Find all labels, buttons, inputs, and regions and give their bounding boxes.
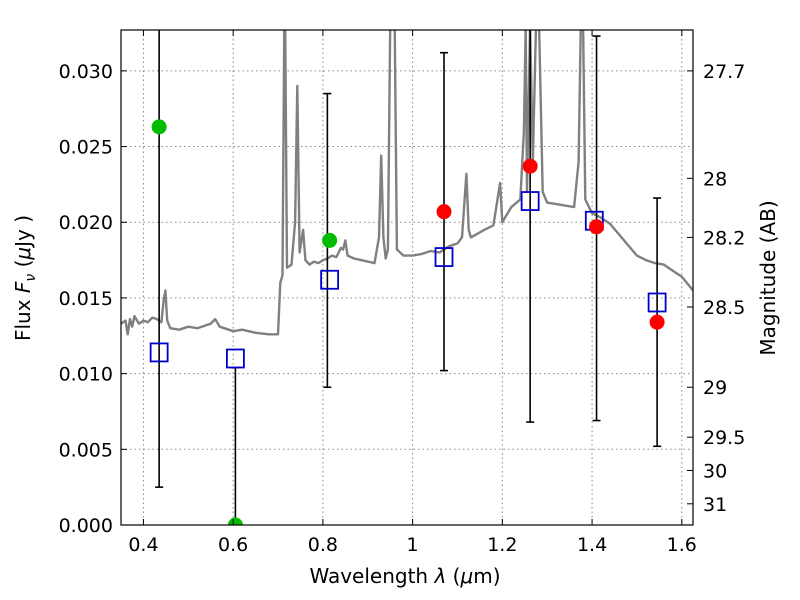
y2-tick-label: 28 bbox=[703, 168, 727, 190]
x-axis-label: Wavelength λ (μm) bbox=[309, 564, 500, 588]
y-tick-label: 0.010 bbox=[59, 364, 113, 386]
y-tick-label: 0.005 bbox=[59, 439, 113, 461]
y2-tick-label: 29.5 bbox=[703, 427, 745, 449]
observed-circle-point bbox=[649, 314, 665, 330]
model-square-point bbox=[320, 269, 340, 290]
y-tick-label: 0.020 bbox=[59, 212, 113, 234]
x-tick-label: 1 bbox=[407, 534, 419, 556]
observed-circle-point bbox=[151, 119, 167, 135]
x-tick-label: 0.8 bbox=[308, 534, 338, 556]
y2-axis-label: Magnitude (AB) bbox=[756, 200, 780, 355]
x-tick-label: 1.6 bbox=[667, 534, 697, 556]
y-tick-label: 0.025 bbox=[59, 137, 113, 159]
observed-circle-point bbox=[522, 158, 538, 174]
plot-frame bbox=[120, 29, 694, 526]
grid-lines bbox=[121, 30, 693, 526]
x-tick-label: 0.6 bbox=[218, 534, 248, 556]
axes: 0.4 0.6 0.8 1 1.2 1.4 1.6 0.000 0.005 0.010 0.015 0… bbox=[59, 30, 745, 556]
observed-circle-point bbox=[227, 517, 243, 525]
model-square-point bbox=[149, 342, 169, 363]
model-square-point bbox=[647, 292, 667, 313]
model-square-point bbox=[434, 247, 454, 267]
y-tick-label: 0.000 bbox=[59, 515, 113, 537]
y-axis-label: Flux Fν (μJy ) bbox=[11, 215, 39, 341]
x-tick-label: 1.2 bbox=[487, 534, 517, 556]
x-tick-label: 1.4 bbox=[577, 534, 607, 556]
y2-tick-label: 30 bbox=[703, 461, 727, 483]
y2-tick-label: 29 bbox=[703, 377, 727, 399]
x-tick-label: 0.4 bbox=[128, 534, 158, 556]
observed-circle-point bbox=[436, 204, 452, 220]
y2-tick-label: 28.5 bbox=[703, 297, 745, 319]
model-square-point bbox=[520, 191, 540, 211]
y2-tick-label: 31 bbox=[703, 494, 727, 516]
model-square-point bbox=[225, 348, 245, 369]
y2-tick-label: 28.2 bbox=[703, 227, 745, 249]
spectrum-line bbox=[121, 30, 693, 336]
y2-tick-label: 27.7 bbox=[703, 61, 745, 83]
observed-circle-point bbox=[589, 219, 605, 235]
y-tick-label: 0.030 bbox=[59, 61, 113, 83]
plot-area bbox=[121, 30, 693, 525]
y-tick-label: 0.015 bbox=[59, 288, 113, 310]
observed-circle-point bbox=[322, 232, 338, 248]
